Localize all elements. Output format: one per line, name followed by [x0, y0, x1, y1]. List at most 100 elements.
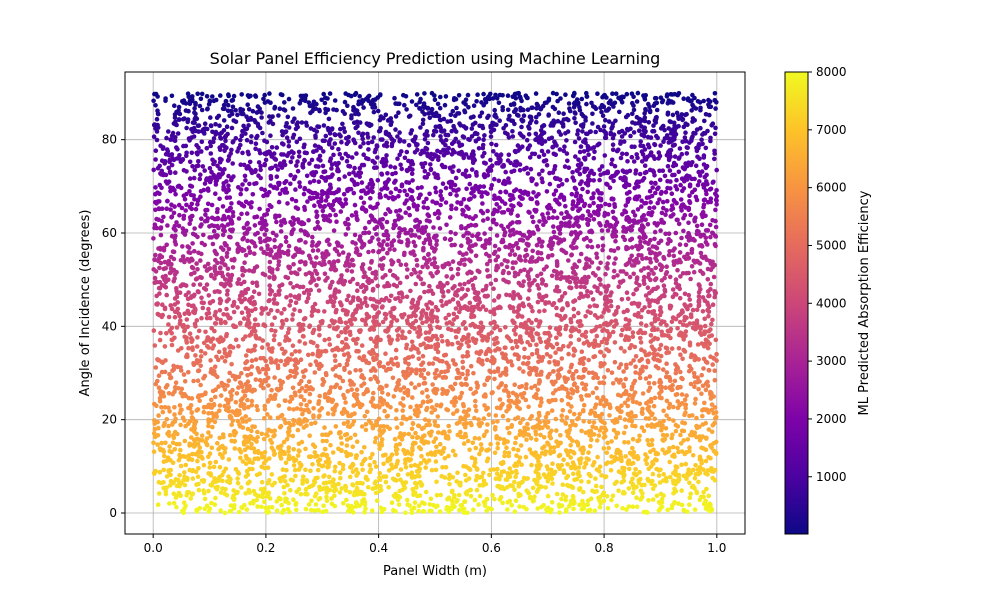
scatter-point [711, 423, 716, 428]
scatter-point [426, 141, 431, 146]
scatter-point [198, 383, 203, 388]
scatter-point [354, 504, 359, 509]
scatter-point [324, 371, 329, 376]
scatter-point [237, 216, 242, 221]
scatter-point [154, 365, 159, 370]
scatter-point [154, 294, 159, 299]
scatter-point [588, 411, 593, 416]
scatter-point [437, 211, 442, 216]
scatter-point [604, 182, 609, 187]
scatter-point [510, 129, 515, 134]
scatter-point [711, 121, 716, 126]
scatter-point [366, 250, 371, 255]
scatter-point [451, 259, 456, 264]
scatter-point [183, 439, 188, 444]
scatter-point [690, 247, 695, 252]
scatter-point [360, 468, 365, 473]
scatter-point [388, 367, 393, 372]
scatter-point [474, 446, 479, 451]
scatter-point [186, 370, 191, 375]
scatter-point [460, 372, 465, 377]
scatter-point [377, 322, 382, 327]
scatter-point [390, 500, 395, 505]
scatter-point [637, 480, 642, 485]
scatter-point [178, 423, 183, 428]
scatter-point [633, 364, 638, 369]
scatter-point [284, 239, 289, 244]
scatter-point [505, 507, 510, 512]
scatter-point [394, 416, 399, 421]
scatter-point [619, 403, 624, 408]
scatter-point [293, 474, 298, 479]
scatter-point [423, 137, 428, 142]
scatter-point [613, 256, 618, 261]
scatter-point [272, 333, 277, 338]
scatter-point [543, 485, 548, 490]
scatter-point [311, 406, 316, 411]
scatter-point [239, 92, 244, 97]
scatter-point [508, 229, 513, 234]
scatter-point [421, 426, 426, 431]
scatter-point [567, 504, 572, 509]
scatter-point [473, 276, 478, 281]
scatter-point [218, 465, 223, 470]
scatter-point [511, 266, 516, 271]
scatter-point [371, 319, 376, 324]
scatter-point [670, 346, 675, 351]
scatter-point [607, 119, 612, 124]
scatter-point [155, 108, 160, 113]
scatter-point [257, 148, 262, 153]
scatter-point [264, 379, 269, 384]
scatter-point [513, 252, 518, 257]
scatter-point [583, 387, 588, 392]
scatter-point [429, 429, 434, 434]
scatter-point [360, 343, 365, 348]
scatter-point [378, 338, 383, 343]
scatter-point [654, 458, 659, 463]
scatter-point [363, 226, 368, 231]
scatter-point [272, 151, 277, 156]
scatter-point [535, 201, 540, 206]
scatter-point [678, 183, 683, 188]
scatter-point [493, 244, 498, 249]
scatter-point [343, 484, 348, 489]
scatter-point [208, 98, 213, 103]
scatter-point [436, 102, 441, 107]
scatter-point [451, 449, 456, 454]
scatter-point [678, 250, 683, 255]
scatter-point [606, 506, 611, 511]
scatter-point [671, 287, 676, 292]
scatter-point [276, 416, 281, 421]
scatter-point [634, 485, 639, 490]
scatter-point [554, 428, 559, 433]
scatter-point [353, 233, 358, 238]
scatter-point [593, 509, 598, 514]
scatter-point [323, 271, 328, 276]
scatter-point [466, 288, 471, 293]
scatter-point [403, 510, 408, 515]
scatter-point [382, 409, 387, 414]
scatter-point [647, 120, 652, 125]
scatter-point [314, 283, 319, 288]
scatter-point [216, 226, 221, 231]
scatter-point [701, 309, 706, 314]
scatter-point [714, 352, 719, 357]
scatter-point [181, 254, 186, 259]
scatter-point [492, 497, 497, 502]
scatter-point [283, 220, 288, 225]
scatter-point [505, 334, 510, 339]
scatter-point [328, 430, 333, 435]
scatter-point [225, 124, 230, 129]
scatter-point [403, 336, 408, 341]
scatter-point [571, 472, 576, 477]
scatter-point [505, 259, 510, 264]
scatter-point [630, 301, 635, 306]
scatter-point [248, 160, 253, 165]
scatter-point [347, 370, 352, 375]
scatter-point [351, 277, 356, 282]
scatter-point [662, 256, 667, 261]
scatter-point [455, 408, 460, 413]
scatter-point [407, 432, 412, 437]
scatter-point [368, 470, 373, 475]
scatter-point [154, 148, 159, 153]
